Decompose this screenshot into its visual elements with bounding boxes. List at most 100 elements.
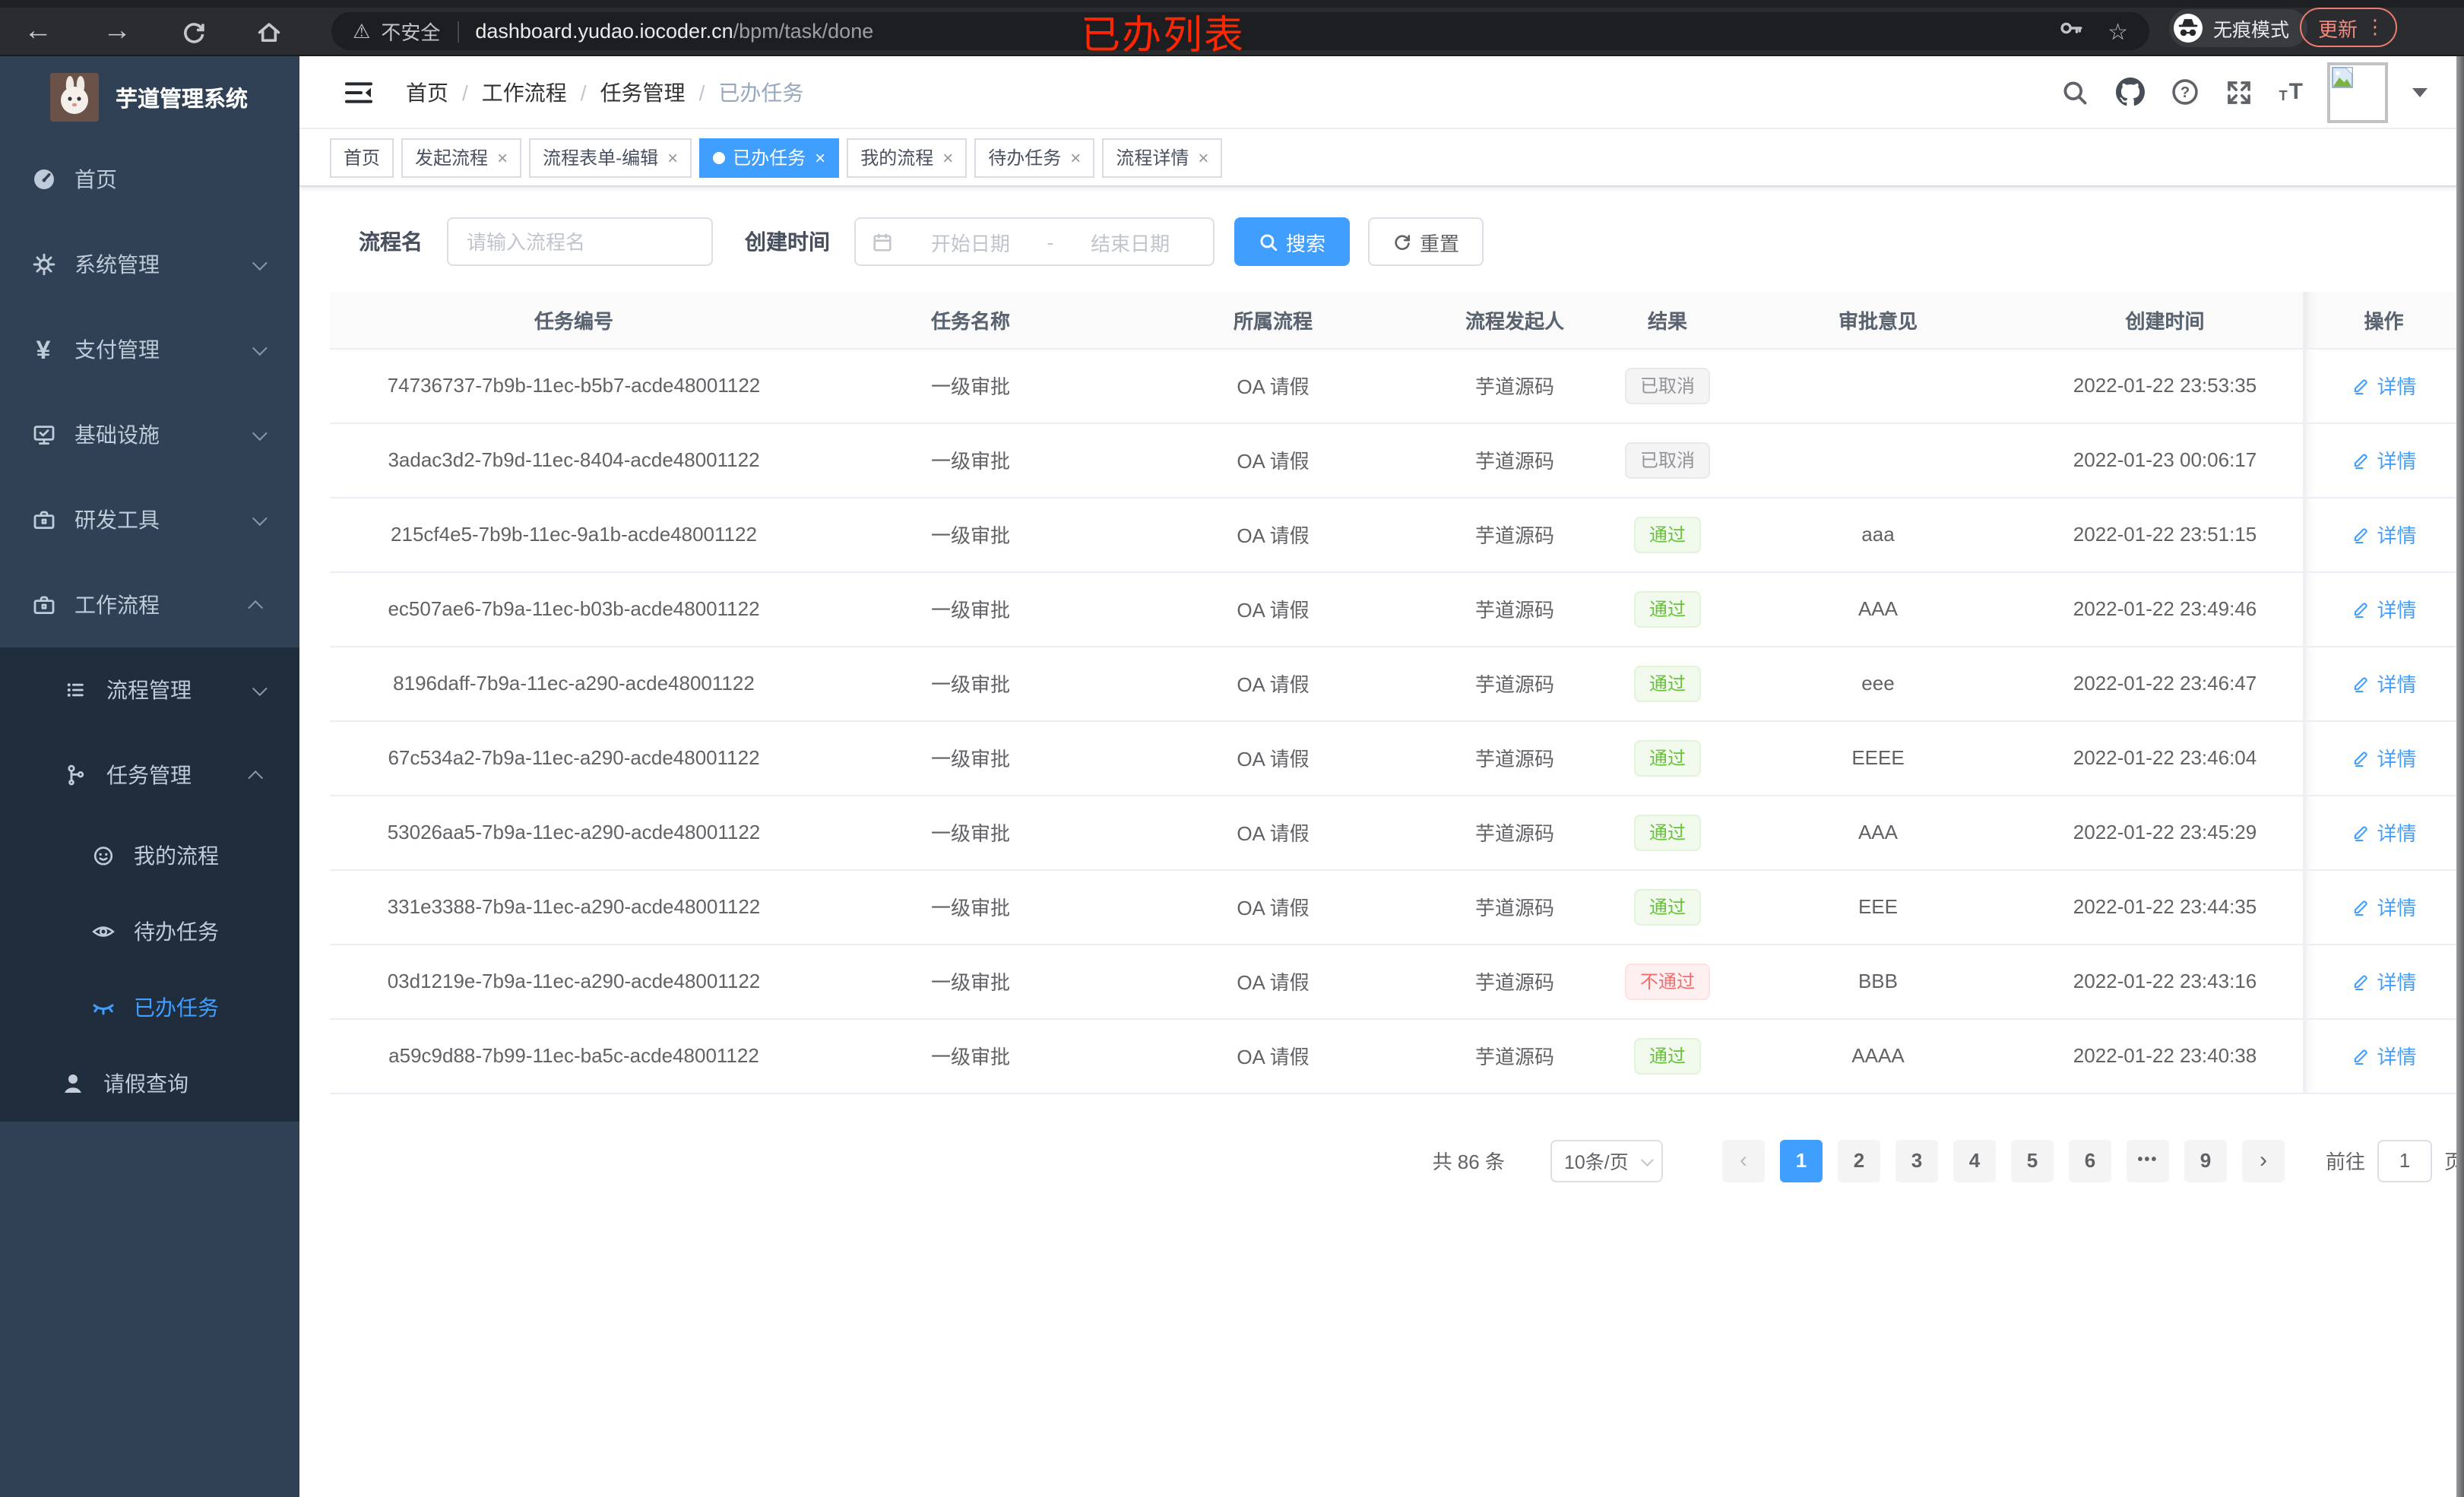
detail-link[interactable]: 详情: [2351, 892, 2417, 921]
avatar-caret-icon[interactable]: [2412, 87, 2428, 97]
breadcrumb-workflow[interactable]: 工作流程: [481, 80, 567, 104]
tab-todo-tasks[interactable]: 待办任务 ×: [974, 138, 1095, 177]
sidebar-item-dev-tools[interactable]: 研发工具: [0, 477, 299, 562]
table-row: 74736737-7b9b-11ec-b5b7-acde48001122 一级审…: [330, 348, 2464, 423]
process-cell: OA 请假: [1123, 571, 1423, 647]
reset-button[interactable]: 重置: [1368, 217, 1484, 266]
detail-link[interactable]: 详情: [2351, 743, 2417, 772]
sidebar-item-todo-tasks[interactable]: 待办任务: [0, 894, 299, 970]
detail-link[interactable]: 详情: [2351, 594, 2417, 623]
edit-icon: [2354, 752, 2367, 767]
page-button-3[interactable]: 3: [1895, 1139, 1938, 1182]
browser-update-button[interactable]: 更新 ⋮: [2300, 8, 2398, 47]
sidebar-menu: 首页 系统管理 ¥ 支付管理 基础设施 研发工具: [0, 137, 299, 1122]
search-button[interactable]: 搜索: [1234, 217, 1351, 266]
initiator-cell: 芋道源码: [1423, 1018, 1607, 1093]
detail-link[interactable]: 详情: [2351, 520, 2417, 549]
process-name-input[interactable]: [447, 217, 713, 266]
created-cell: 2022-01-22 23:40:38: [2028, 1018, 2303, 1093]
security-label[interactable]: 不安全: [381, 21, 441, 44]
close-icon[interactable]: ×: [667, 147, 679, 168]
detail-link[interactable]: 详情: [2351, 818, 2417, 847]
browser-home-icon[interactable]: [246, 8, 292, 56]
date-range-picker[interactable]: 开始日期 - 结束日期: [854, 217, 1215, 266]
table-row: 215cf4e5-7b9b-11ec-9a1b-acde48001122 一级审…: [330, 497, 2464, 572]
not-secure-icon: ⚠: [353, 19, 371, 42]
tab-start-process[interactable]: 发起流程 ×: [401, 138, 522, 177]
browser-menu-icon[interactable]: ⋮: [2365, 15, 2386, 38]
detail-link[interactable]: 详情: [2351, 371, 2417, 400]
tab-my-process[interactable]: 我的流程 ×: [847, 138, 968, 177]
breadcrumb-task-mgmt[interactable]: 任务管理: [600, 80, 686, 104]
goto-page-input[interactable]: [2377, 1139, 2432, 1182]
detail-link[interactable]: 详情: [2351, 669, 2417, 698]
page-size-select[interactable]: 10条/页: [1550, 1139, 1663, 1182]
browser-back-icon[interactable]: ←: [24, 15, 52, 47]
sidebar-item-infrastructure[interactable]: 基础设施: [0, 392, 299, 477]
table-header-row: 任务编号 任务名称 所属流程 流程发起人 结果 审批意见 创建时间 操作: [330, 292, 2464, 349]
close-icon[interactable]: ×: [1198, 147, 1209, 168]
page-button-4[interactable]: 4: [1953, 1139, 1996, 1182]
pagination-ellipsis[interactable]: •••: [2126, 1139, 2169, 1182]
sidebar-item-workflow[interactable]: 工作流程: [0, 562, 299, 647]
detail-link[interactable]: 详情: [2351, 967, 2417, 995]
task-id-cell: 215cf4e5-7b9b-11ec-9a1b-acde48001122: [330, 497, 818, 572]
process-cell: OA 请假: [1123, 1018, 1423, 1093]
tab-form-edit[interactable]: 流程表单-编辑 ×: [529, 138, 692, 177]
github-icon[interactable]: [2115, 77, 2146, 107]
avatar[interactable]: [2327, 62, 2388, 122]
sidebar-collapse-icon[interactable]: [345, 80, 372, 104]
sidebar-item-system-mgmt[interactable]: 系统管理: [0, 222, 299, 307]
sidebar-item-payment-mgmt[interactable]: ¥ 支付管理: [0, 307, 299, 392]
detail-label: 详情: [2377, 524, 2417, 547]
password-key-icon[interactable]: [2057, 14, 2083, 48]
sidebar-item-done-tasks[interactable]: 已办任务: [0, 970, 299, 1046]
app-logo-block[interactable]: 芋道管理系统: [0, 62, 299, 132]
detail-link[interactable]: 详情: [2351, 445, 2417, 474]
face-icon: [90, 843, 116, 869]
prev-page-button[interactable]: ‹: [1721, 1139, 1765, 1182]
page-button-5[interactable]: 5: [2010, 1139, 2054, 1182]
page-button-2[interactable]: 2: [1837, 1139, 1880, 1182]
bookmark-star-icon[interactable]: ☆: [2108, 19, 2128, 45]
task-id-cell: a59c9d88-7b99-11ec-ba5c-acde48001122: [330, 1018, 818, 1093]
page-button-1[interactable]: 1: [1779, 1139, 1823, 1182]
sidebar-item-task-mgmt[interactable]: 任务管理: [0, 733, 299, 818]
url-bar[interactable]: ⚠ 不安全 dashboard.yudao.iocoder.cn/bpm/tas…: [331, 12, 2149, 50]
url-path: /bpm/task/done: [733, 20, 874, 43]
page-button-9[interactable]: 9: [2184, 1139, 2227, 1182]
fullscreen-icon[interactable]: [2225, 77, 2255, 107]
tab-home[interactable]: 首页: [330, 138, 394, 177]
search-icon[interactable]: [2060, 77, 2091, 107]
sidebar-item-label: 请假查询: [103, 1071, 188, 1096]
browser-forward-icon[interactable]: →: [103, 15, 131, 47]
comment-cell: eee: [1728, 646, 2028, 721]
chevron-down-icon: [252, 510, 268, 526]
close-icon[interactable]: ×: [942, 147, 954, 168]
sidebar-item-home[interactable]: 首页: [0, 137, 299, 222]
sidebar-item-leave-query[interactable]: 请假查询: [0, 1046, 299, 1122]
next-page-button[interactable]: ›: [2241, 1139, 2285, 1182]
breadcrumb-home[interactable]: 首页: [406, 80, 448, 104]
browser-reload-icon[interactable]: [170, 8, 216, 56]
page-button-6[interactable]: 6: [2068, 1139, 2111, 1182]
close-icon[interactable]: ×: [1070, 147, 1082, 168]
sidebar-item-process-mgmt[interactable]: 流程管理: [0, 647, 299, 733]
close-icon[interactable]: ×: [815, 147, 826, 168]
tab-process-detail[interactable]: 流程详情 ×: [1102, 138, 1223, 177]
detail-link[interactable]: 详情: [2351, 1041, 2417, 1070]
edit-icon: [2354, 975, 2367, 991]
detail-label: 详情: [2377, 599, 2417, 622]
sidebar-item-my-process[interactable]: 我的流程: [0, 818, 299, 894]
help-icon[interactable]: ?: [2170, 77, 2200, 107]
window-scrollbar[interactable]: [2456, 56, 2464, 1497]
close-icon[interactable]: ×: [497, 147, 508, 168]
created-cell: 2022-01-22 23:51:15: [2028, 497, 2303, 572]
result-cell: 通过: [1607, 720, 1728, 796]
tab-done-tasks[interactable]: 已办任务 ×: [699, 138, 840, 177]
comment-cell: EEEE: [1728, 720, 2028, 796]
tab-label: 已办任务: [733, 147, 806, 169]
url-text[interactable]: dashboard.yudao.iocoder.cn/bpm/task/done: [475, 20, 873, 43]
